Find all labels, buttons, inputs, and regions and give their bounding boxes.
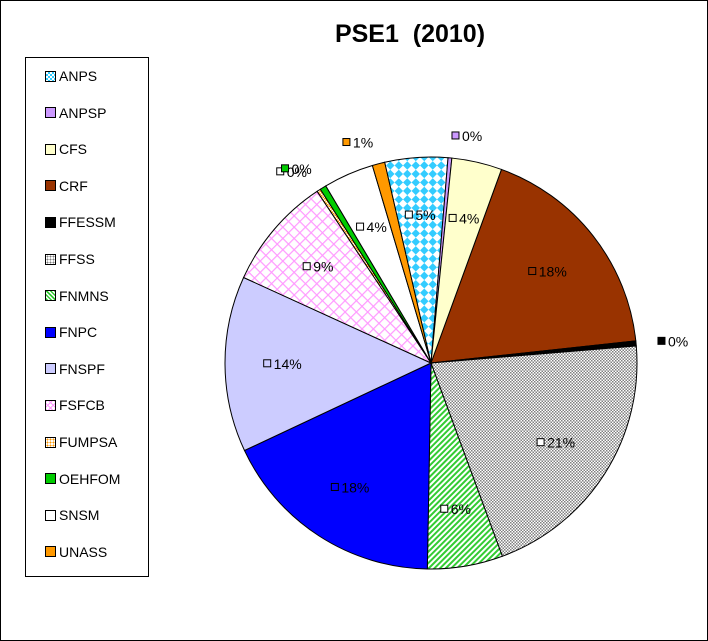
legend-swatch-crf bbox=[45, 180, 56, 192]
data-label-key-oehfom bbox=[281, 164, 290, 173]
legend-item-fnmns: FNMNS bbox=[45, 286, 109, 306]
data-label-crf: 18% bbox=[528, 264, 567, 280]
legend-item-crf: CRF bbox=[45, 176, 88, 196]
legend-label-ffss: FFSS bbox=[59, 251, 95, 267]
legend-swatch-oehfom bbox=[45, 473, 56, 485]
legend-label-anps: ANPS bbox=[59, 68, 98, 84]
legend-item-unass: UNASS bbox=[45, 542, 107, 562]
chart-title: PSE1 (2010) bbox=[334, 20, 486, 48]
legend-swatch-ffss bbox=[45, 253, 56, 265]
data-label-key-crf bbox=[528, 267, 537, 276]
legend-label-cfs: CFS bbox=[59, 141, 87, 158]
legend-swatch-anps bbox=[45, 70, 56, 82]
data-label-key-snsm bbox=[356, 222, 365, 231]
legend-swatch-anpsp bbox=[45, 107, 56, 119]
legend-label-oehfom: OEHFOM bbox=[59, 470, 121, 487]
pie-slice-fnpc bbox=[243, 362, 432, 570]
data-label-text-ffss: 21% bbox=[547, 435, 575, 451]
legend-item-oehfom: OEHFOM bbox=[45, 469, 120, 489]
data-label-anpsp: 0% bbox=[451, 128, 482, 144]
legend-label-fnmns: FNMNS bbox=[59, 287, 109, 304]
data-label-key-unass bbox=[342, 138, 351, 147]
legend-swatch-cfs bbox=[45, 143, 56, 155]
data-label-key-fnpc bbox=[330, 482, 339, 491]
legend-swatch-fnmns bbox=[45, 290, 56, 302]
data-label-text-cfs: 4% bbox=[459, 210, 479, 226]
legend-item-anpsp: ANPSP bbox=[45, 103, 106, 123]
legend-label-fnpc: FNPC bbox=[59, 324, 98, 341]
data-label-key-anps bbox=[404, 210, 413, 219]
data-label-text-anpsp: 0% bbox=[462, 128, 482, 144]
data-label-text-fnmns: 6% bbox=[451, 501, 471, 517]
legend-item-ffss: FFSS bbox=[45, 249, 95, 269]
data-label-anps: 5% bbox=[404, 207, 436, 223]
data-label-unass: 1% bbox=[342, 135, 373, 151]
data-label-fnpc: 18% bbox=[330, 479, 369, 495]
legend-swatch-fnspf bbox=[45, 363, 56, 375]
legend-item-ffessm: FFESSM bbox=[45, 212, 116, 232]
data-label-ffss: 21% bbox=[536, 435, 575, 451]
legend-label-fsfcb: FSFCB bbox=[59, 397, 105, 414]
data-label-snsm: 4% bbox=[356, 219, 387, 235]
data-label-key-fsfcb bbox=[302, 262, 311, 271]
data-label-key-fnspf bbox=[263, 359, 272, 368]
legend-item-fumpsa: FUMPSA bbox=[45, 432, 117, 452]
legend-swatch-ffessm bbox=[45, 216, 56, 228]
legend-item-fnspf: FNSPF bbox=[45, 359, 105, 379]
data-label-text-anps: 5% bbox=[415, 207, 435, 223]
legend-item-fsfcb: FSFCB bbox=[45, 395, 105, 415]
data-label-text-fsfcb: 9% bbox=[313, 259, 333, 275]
data-label-oehfom: 0% bbox=[281, 161, 312, 177]
legend-swatch-unass bbox=[45, 546, 56, 558]
data-label-text-snsm: 4% bbox=[367, 219, 387, 235]
legend-label-unass: UNASS bbox=[59, 543, 108, 560]
pie-slice-fnspf bbox=[224, 276, 433, 452]
data-label-text-oehfom: 0% bbox=[292, 161, 312, 177]
pie-slice-fsfcb bbox=[242, 190, 433, 365]
legend-swatch-fumpsa bbox=[45, 436, 56, 448]
legend-label-anpsp: ANPSP bbox=[59, 104, 107, 121]
data-label-key-fnmns bbox=[440, 504, 449, 513]
data-label-key-ffss bbox=[536, 438, 545, 447]
legend-item-cfs: CFS bbox=[45, 139, 87, 159]
legend-item-snsm: SNSM bbox=[45, 505, 99, 525]
data-label-cfs: 4% bbox=[448, 210, 479, 226]
data-label-key-cfs bbox=[448, 213, 457, 222]
pie-slice-crf bbox=[430, 168, 637, 364]
legend-label-snsm: SNSM bbox=[59, 507, 100, 524]
data-label-text-crf: 18% bbox=[539, 264, 567, 280]
data-label-fnmns: 6% bbox=[440, 501, 471, 517]
legend-label-fumpsa: FUMPSA bbox=[59, 434, 118, 450]
data-label-text-fnspf: 14% bbox=[274, 356, 302, 372]
data-label-fnspf: 14% bbox=[263, 356, 302, 372]
pie-slice-ffss bbox=[430, 345, 638, 557]
legend-label-crf: CRF bbox=[59, 177, 88, 194]
data-label-fsfcb: 9% bbox=[302, 259, 333, 275]
legend-item-anps: ANPS bbox=[45, 66, 97, 86]
pie-slice-cfs bbox=[430, 157, 503, 364]
legend-swatch-fsfcb bbox=[45, 399, 56, 411]
data-label-key-anpsp bbox=[451, 131, 460, 140]
data-label-text-unass: 1% bbox=[353, 135, 373, 151]
legend-label-ffessm: FFESSM bbox=[59, 214, 116, 231]
legend-swatch-snsm bbox=[45, 509, 56, 521]
legend-item-fnpc: FNPC bbox=[45, 322, 97, 342]
data-label-text-fnpc: 18% bbox=[341, 479, 369, 495]
data-label-ffessm: 0% bbox=[657, 333, 688, 349]
legend: ANPS ANPSP CFS CRF FFESSM FFSS FNMNS FNPC FNSPF F… bbox=[25, 57, 149, 577]
legend-swatch-fnpc bbox=[45, 326, 56, 338]
data-label-text-fumpsa: 0% bbox=[287, 164, 307, 180]
data-label-key-ffessm bbox=[657, 336, 666, 345]
data-label-text-ffessm: 0% bbox=[668, 333, 688, 349]
legend-label-fnspf: FNSPF bbox=[59, 360, 105, 377]
